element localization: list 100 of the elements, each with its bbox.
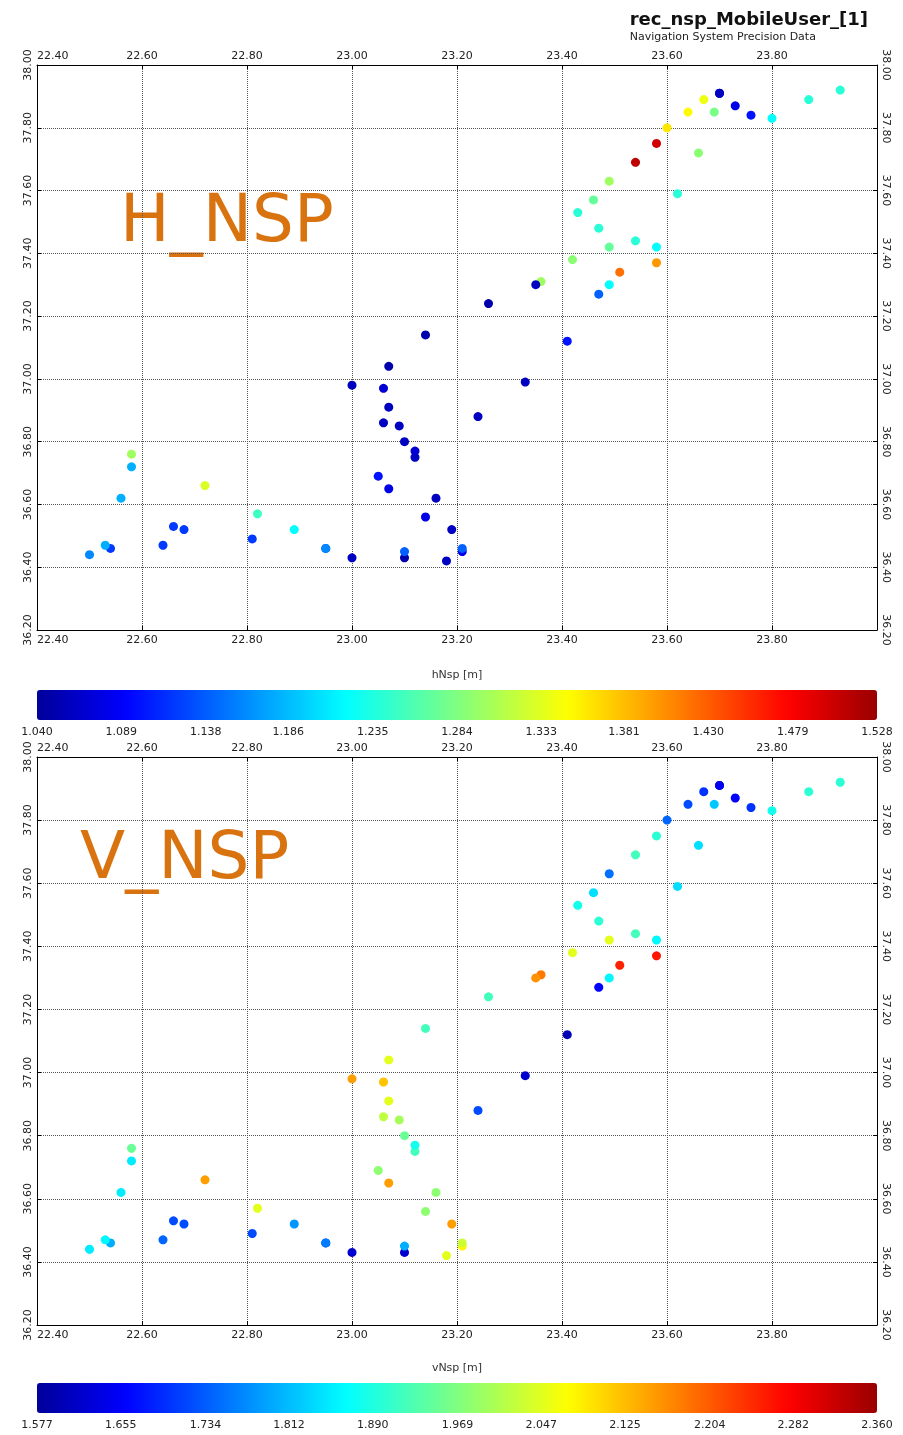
color-bar-title: vNsp [m]	[431, 1361, 483, 1374]
color-bar-label: 1.235	[356, 725, 389, 738]
y-tick-label: 37.20	[21, 300, 34, 332]
y-tick-label: 36.60	[21, 1183, 34, 1215]
x2-tick-label: 23.60	[651, 741, 683, 754]
y2-tick-label: 37.40	[880, 237, 893, 270]
y2-tick-label: 36.60	[880, 1183, 893, 1215]
x2-tick-label: 22.60	[126, 49, 158, 62]
y-tick-label: 37.40	[21, 237, 34, 270]
y-tick-label: 38.00	[21, 49, 34, 81]
y2-tick-label: 36.60	[880, 488, 893, 521]
x2-tick-label: 23.80	[756, 741, 788, 754]
x2-tick-label: 22.80	[231, 741, 263, 754]
y-tick-label: 37.20	[21, 993, 34, 1026]
y2-tick-label: 37.20	[880, 993, 893, 1026]
color-bar-label: 2.360	[861, 1418, 893, 1431]
y2-tick-label: 36.40	[880, 1246, 893, 1278]
color-bar-label: 1.089	[105, 725, 138, 738]
x2-tick-label: 23.20	[441, 741, 473, 754]
color-bar-label: 1.734	[189, 1418, 222, 1431]
x-tick-label: 22.80	[231, 633, 263, 646]
x2-tick-label: 23.00	[336, 49, 368, 62]
color-bar-label: 1.577	[21, 1418, 53, 1431]
x-tick-label: 23.80	[756, 1328, 788, 1341]
y2-tick-label: 37.80	[880, 804, 893, 836]
y-tick-label: 36.20	[21, 614, 34, 646]
color-bar-label: 2.125	[609, 1418, 641, 1431]
y2-tick-label: 38.00	[880, 741, 893, 773]
color-bar-label: 1.381	[608, 725, 640, 738]
y2-tick-label: 36.20	[880, 614, 893, 646]
x2-tick-label: 23.40	[546, 741, 578, 754]
color-bar-label: 1.333	[525, 725, 558, 738]
x-tick-label: 22.60	[126, 1328, 158, 1341]
color-bar-label: 1.655	[104, 1418, 137, 1431]
y-tick-label: 36.40	[21, 1246, 34, 1278]
x2-tick-label: 23.20	[441, 49, 473, 62]
y-tick-label: 37.00	[21, 363, 34, 395]
y2-tick-label: 37.60	[880, 174, 893, 207]
color-bar-label: 1.186	[272, 725, 305, 738]
x2-tick-label: 23.00	[336, 741, 368, 754]
color-bar-label: 1.890	[357, 1418, 389, 1431]
x-tick-label: 23.40	[546, 633, 578, 646]
color-bar-label: 2.282	[777, 1418, 810, 1431]
y-tick-label: 37.00	[21, 1056, 34, 1089]
y2-tick-label: 37.00	[880, 1056, 893, 1089]
x-tick-label: 23.60	[651, 633, 683, 646]
x-tick-label: 22.60	[126, 633, 158, 646]
y2-tick-label: 37.20	[880, 300, 893, 332]
y2-tick-label: 37.00	[880, 363, 893, 395]
chart-subtitle: Navigation System Precision Data	[629, 30, 816, 43]
color-bar-label: 1.138	[189, 725, 222, 738]
x-tick-label: 23.20	[441, 1328, 473, 1341]
color-bar-title: hNsp [m]	[431, 668, 483, 681]
color-bar-label: 1.284	[441, 725, 473, 738]
x2-tick-label: 23.60	[651, 49, 683, 62]
x-tick-label: 23.20	[441, 633, 473, 646]
x2-tick-label: 22.60	[126, 741, 158, 754]
x-tick-label: 23.00	[336, 633, 368, 646]
color-bar-label: 1.430	[692, 725, 725, 738]
x-tick-label: 23.40	[546, 1328, 578, 1341]
y-tick-label: 36.80	[21, 425, 34, 458]
y2-tick-label: 38.00	[880, 49, 893, 81]
y-tick-label: 37.80	[21, 804, 34, 836]
y-tick-label: 37.60	[21, 174, 34, 207]
x-tick-label: 23.80	[756, 633, 788, 646]
y-tick-label: 37.60	[21, 867, 34, 899]
x-tick-label: 22.40	[37, 633, 69, 646]
color-bar-label: 1.479	[776, 725, 809, 738]
x-tick-label: 23.00	[336, 1328, 368, 1341]
y2-tick-label: 37.60	[880, 867, 893, 899]
chart-title: rec_nsp_MobileUser_[1]	[629, 7, 869, 29]
y-tick-label: 36.40	[21, 551, 34, 583]
color-bar-label: 1.969	[441, 1418, 474, 1431]
color-bar-label: 1.528	[861, 725, 893, 738]
x-tick-label: 23.60	[651, 1328, 683, 1341]
color-bar-label: 2.204	[693, 1418, 726, 1431]
y-tick-label: 38.00	[21, 741, 34, 773]
x2-tick-label: 22.40	[37, 741, 69, 754]
x-tick-label: 22.40	[37, 1328, 69, 1341]
y-tick-label: 37.40	[21, 930, 34, 963]
x-tick-label: 22.80	[231, 1328, 263, 1341]
y2-tick-label: 37.80	[880, 112, 893, 144]
y2-tick-label: 37.40	[880, 930, 893, 963]
y-tick-label: 36.60	[21, 488, 34, 521]
y2-tick-label: 36.80	[880, 425, 893, 458]
y-tick-label: 36.80	[21, 1119, 34, 1152]
annotation: V_NSP	[80, 816, 290, 894]
y-tick-label: 37.80	[21, 112, 34, 144]
color-bar-label: 1.812	[273, 1418, 305, 1431]
x2-tick-label: 23.40	[546, 49, 578, 62]
y2-tick-label: 36.40	[880, 551, 893, 583]
color-bar-label: 2.047	[525, 1418, 557, 1431]
x2-tick-label: 23.80	[756, 49, 788, 62]
y2-tick-label: 36.20	[880, 1309, 893, 1341]
y2-tick-label: 36.80	[880, 1119, 893, 1152]
x2-tick-label: 22.40	[37, 49, 69, 62]
annotation: H_NSP	[120, 179, 334, 257]
y-tick-label: 36.20	[21, 1309, 34, 1341]
color-bar-label: 1.040	[21, 725, 53, 738]
x2-tick-label: 22.80	[231, 49, 263, 62]
